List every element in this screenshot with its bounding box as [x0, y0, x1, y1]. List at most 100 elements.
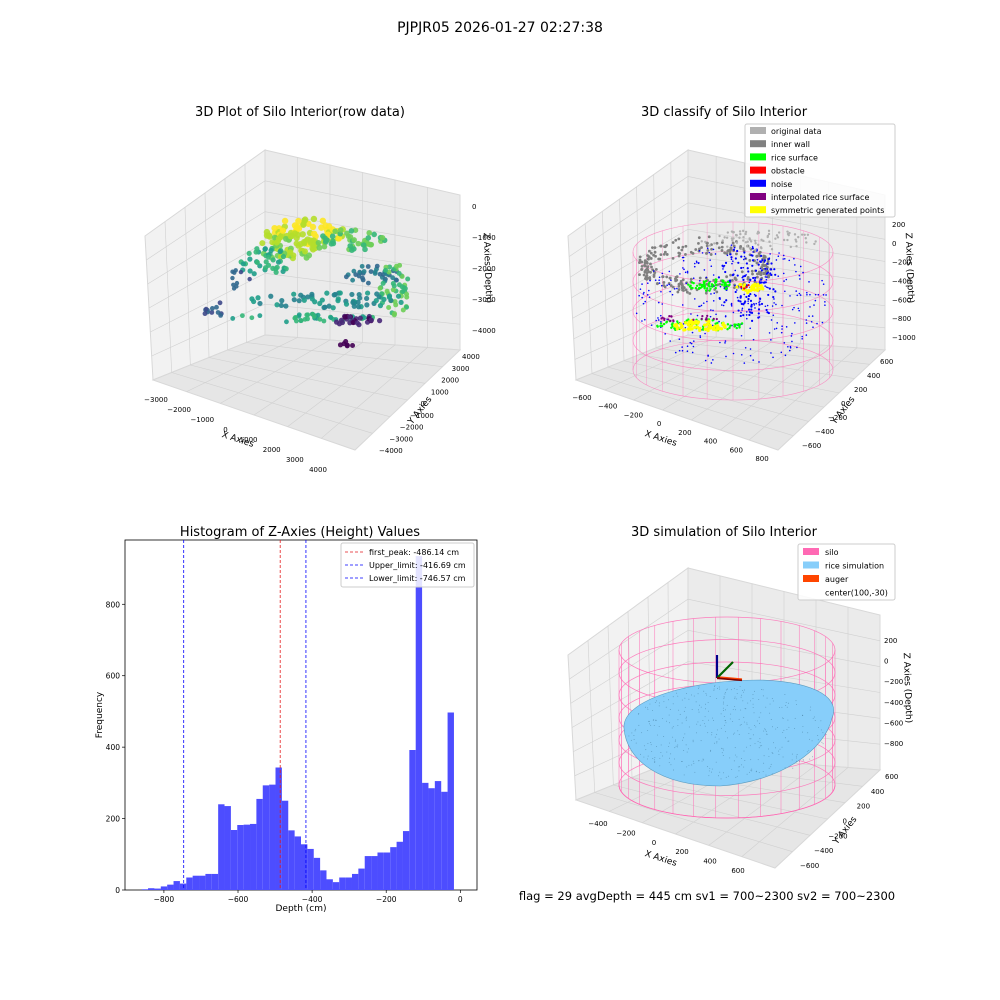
inner-wall-point: [677, 237, 681, 241]
noise-point: [710, 293, 712, 295]
hist-bar: [288, 830, 295, 890]
noise-point: [721, 264, 724, 267]
rice-mesh-node: [786, 706, 788, 708]
original-point: [795, 244, 798, 248]
rice-mesh-node: [765, 729, 766, 731]
symmetric-point: [679, 326, 683, 330]
hist-bar: [141, 889, 149, 890]
symmetric-point: [678, 322, 683, 326]
noise-point: [657, 301, 660, 304]
raw-point: [365, 280, 371, 286]
rice-surface-point: [708, 289, 711, 292]
raw-point: [234, 280, 240, 286]
noise-point: [710, 265, 713, 267]
raw-point: [311, 313, 317, 319]
grid-line: [639, 353, 840, 394]
noise-point: [745, 317, 748, 320]
legend-label: symmetric generated points: [771, 206, 884, 215]
rice-mesh-node: [736, 693, 738, 694]
sim-z-tick: −800: [884, 740, 903, 748]
rice-mesh-node: [709, 750, 711, 752]
classify-z-tick: −600: [892, 296, 911, 304]
rice-mesh-node: [784, 694, 786, 696]
rice-surface-point: [695, 284, 699, 287]
rice-mesh-node: [752, 698, 754, 699]
rice-mesh-node: [754, 743, 756, 745]
noise-point: [788, 349, 791, 352]
noise-point: [718, 297, 721, 300]
rice-mesh-node: [750, 769, 752, 771]
rice-mesh-node: [670, 753, 672, 755]
noise-point: [708, 251, 711, 254]
classify-y-tick: 400: [867, 372, 880, 380]
raw-point: [287, 233, 294, 240]
rice-surface-point: [699, 286, 702, 290]
classify-x-tick: 0: [657, 420, 661, 428]
hist-legend-label: first_peak: -486.14 cm: [369, 548, 459, 557]
noise-point: [709, 315, 712, 318]
rice-mesh-node: [638, 712, 640, 714]
noise-point: [724, 315, 727, 318]
noise-point: [746, 267, 749, 270]
original-point: [775, 234, 779, 237]
noise-point: [749, 311, 752, 314]
original-point: [709, 244, 712, 247]
noise-point: [742, 314, 745, 317]
rice-mesh-node: [739, 724, 741, 726]
rice-mesh-node: [738, 733, 740, 735]
rice-mesh-node: [681, 761, 683, 763]
raw-point: [291, 291, 297, 297]
noise-point: [770, 262, 773, 265]
noise-point: [643, 291, 645, 294]
raw-point: [302, 248, 309, 255]
inner-wall-point: [663, 245, 666, 249]
rice-mesh-node: [630, 739, 632, 741]
original-point: [740, 247, 744, 250]
noise-point: [796, 346, 798, 349]
original-point: [744, 241, 748, 244]
rice-surface-point: [671, 325, 674, 328]
hist-x-label: Depth (cm): [275, 904, 326, 914]
raw-point: [296, 298, 302, 304]
raw-point: [391, 283, 397, 289]
noise-point: [766, 304, 769, 307]
noise-point: [816, 322, 818, 325]
rice-mesh-node: [638, 713, 640, 715]
noise-point: [740, 266, 743, 270]
rice-mesh-node: [659, 757, 661, 759]
classify-y-tick: −600: [802, 442, 821, 450]
rice-mesh-node: [672, 726, 674, 728]
legend-label: rice simulation: [825, 562, 884, 571]
inner-wall-point: [676, 290, 680, 294]
noise-point: [682, 267, 684, 269]
hist-bar: [192, 875, 200, 890]
rice-surface-point: [714, 283, 718, 287]
rice-mesh-node: [711, 771, 712, 773]
noise-point: [772, 288, 775, 291]
rice-mesh-node: [801, 731, 803, 733]
rice-surface-point: [729, 324, 732, 327]
raw-point: [281, 217, 289, 225]
inner-wall-point: [681, 245, 685, 249]
rice-mesh-node: [725, 722, 727, 724]
grid-line: [604, 336, 717, 391]
noise-point: [750, 319, 754, 323]
rice-surface-point: [708, 285, 711, 288]
grid-line: [572, 255, 689, 319]
raw-point: [277, 248, 283, 255]
noise-point: [744, 257, 747, 260]
classify-x-ticks: −600 −400 −200 0 200 400 600 800: [572, 394, 768, 463]
symmetric-point: [675, 327, 679, 331]
symmetric-point: [686, 322, 690, 326]
rice-mesh-node: [817, 735, 819, 737]
rice-mesh-node: [686, 716, 687, 718]
raw-point: [329, 233, 336, 240]
noise-point: [772, 295, 775, 299]
rice-mesh-node: [781, 706, 783, 708]
noise-point: [748, 313, 751, 317]
original-point: [742, 235, 745, 239]
classify-z-ticks: 200 0 −200 −400 −600 −800 −1000: [892, 221, 916, 342]
rice-mesh-node: [763, 762, 765, 764]
inner-wall-point: [709, 253, 713, 256]
noise-point: [657, 317, 659, 319]
